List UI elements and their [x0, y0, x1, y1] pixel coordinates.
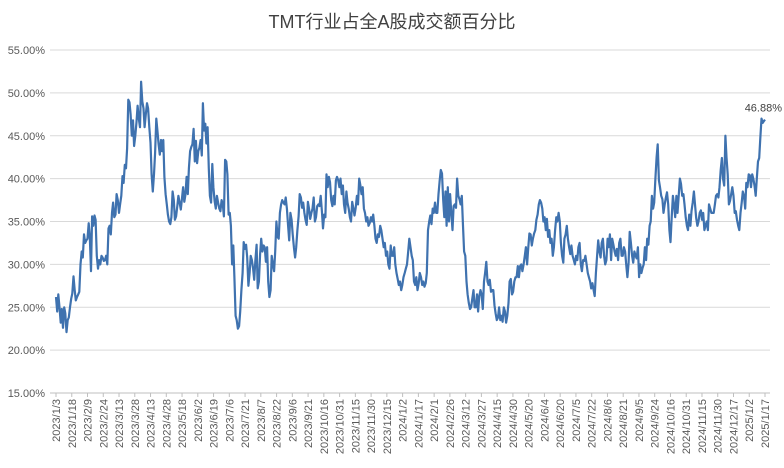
y-tick-label: 20.00%	[8, 345, 46, 357]
x-axis-ticks: 2023/1/3 2023/1/18 2023/2/9 2023/2/24 2023/3…	[51, 393, 772, 454]
x-tick-label: 2023/12/15	[382, 399, 394, 454]
x-tick-label: 2024/9/5	[634, 399, 646, 442]
x-tick-label: 2024/5/20	[524, 399, 536, 448]
x-tick-label: 2024/8/21	[618, 399, 630, 448]
x-tick-label: 2023/6/19	[209, 399, 221, 448]
x-tick-label: 2024/9/24	[650, 399, 662, 448]
x-tick-label: 2024/3/27	[476, 399, 488, 448]
x-tick-label: 2023/4/13	[146, 399, 158, 448]
x-tick-label: 2024/2/26	[445, 399, 457, 448]
x-tick-label: 2024/6/4	[539, 399, 551, 442]
y-tick-label: 50.00%	[8, 88, 46, 100]
x-tick-label: 2024/2/1	[429, 399, 441, 442]
y-tick-label: 30.00%	[8, 259, 46, 271]
y-tick-label: 40.00%	[8, 174, 46, 186]
y-tick-label: 35.00%	[8, 217, 46, 229]
last-value-label: 46.88%	[745, 103, 783, 115]
x-tick-label: 2024/6/20	[555, 399, 567, 448]
x-tick-label: 2025/1/2	[744, 399, 756, 442]
x-tick-label: 2023/9/21	[303, 399, 315, 448]
x-tick-label: 2024/4/15	[492, 399, 504, 448]
x-tick-label: 2024/10/16	[665, 399, 677, 454]
x-tick-label: 2023/10/31	[335, 399, 347, 454]
x-tick-label: 2023/11/30	[366, 399, 378, 453]
x-tick-label: 2024/1/17	[413, 399, 425, 448]
y-tick-label: 55.00%	[8, 45, 46, 57]
series-line	[54, 80, 766, 334]
x-tick-label: 2023/7/6	[224, 399, 236, 442]
x-tick-label: 2023/11/15	[350, 399, 362, 453]
x-tick-label: 2024/11/15	[697, 399, 709, 453]
x-tick-label: 2024/8/6	[602, 399, 614, 442]
x-tick-label: 2023/1/18	[67, 399, 79, 448]
x-tick-label: 2024/7/5	[571, 399, 583, 442]
x-tick-label: 2023/1/3	[51, 399, 63, 442]
y-axis-ticks: 15.00% 20.00% 25.00% 30.00% 35.00% 40.00% 45.0…	[8, 45, 46, 400]
series-layer	[54, 80, 766, 334]
x-tick-label: 2023/8/22	[272, 399, 284, 448]
y-tick-label: 25.00%	[8, 302, 46, 314]
x-tick-label: 2023/2/24	[98, 399, 110, 448]
x-tick-label: 2024/7/22	[587, 399, 599, 448]
x-tick-label: 2024/12/17	[728, 399, 740, 454]
x-tick-label: 2023/2/9	[83, 399, 95, 442]
y-tick-label: 45.00%	[8, 131, 46, 143]
x-tick-label: 2023/8/7	[256, 399, 268, 442]
y-tick-label: 15.00%	[8, 388, 46, 400]
x-tick-label: 2023/3/13	[114, 399, 126, 448]
x-tick-label: 2024/11/30	[713, 399, 725, 453]
x-tick-label: 2023/9/6	[287, 399, 299, 442]
x-tick-label: 2024/1/2	[398, 399, 410, 442]
chart-title: TMT行业占全A股成交额百分比	[269, 12, 516, 32]
x-tick-label: 2024/4/30	[508, 399, 520, 448]
x-tick-label: 2023/5/18	[177, 399, 189, 448]
x-tick-label: 2023/3/28	[130, 399, 142, 448]
x-tick-label: 2024/3/12	[461, 399, 473, 448]
x-tick-label: 2023/6/2	[193, 399, 205, 442]
x-tick-label: 2023/10/16	[319, 399, 331, 454]
annotation-layer: 46.88%	[745, 103, 783, 115]
x-tick-label: 2023/4/28	[161, 399, 173, 448]
x-tick-label: 2024/10/31	[681, 399, 693, 454]
x-tick-label: 2025/1/17	[760, 399, 772, 448]
x-tick-label: 2023/7/21	[240, 399, 252, 448]
